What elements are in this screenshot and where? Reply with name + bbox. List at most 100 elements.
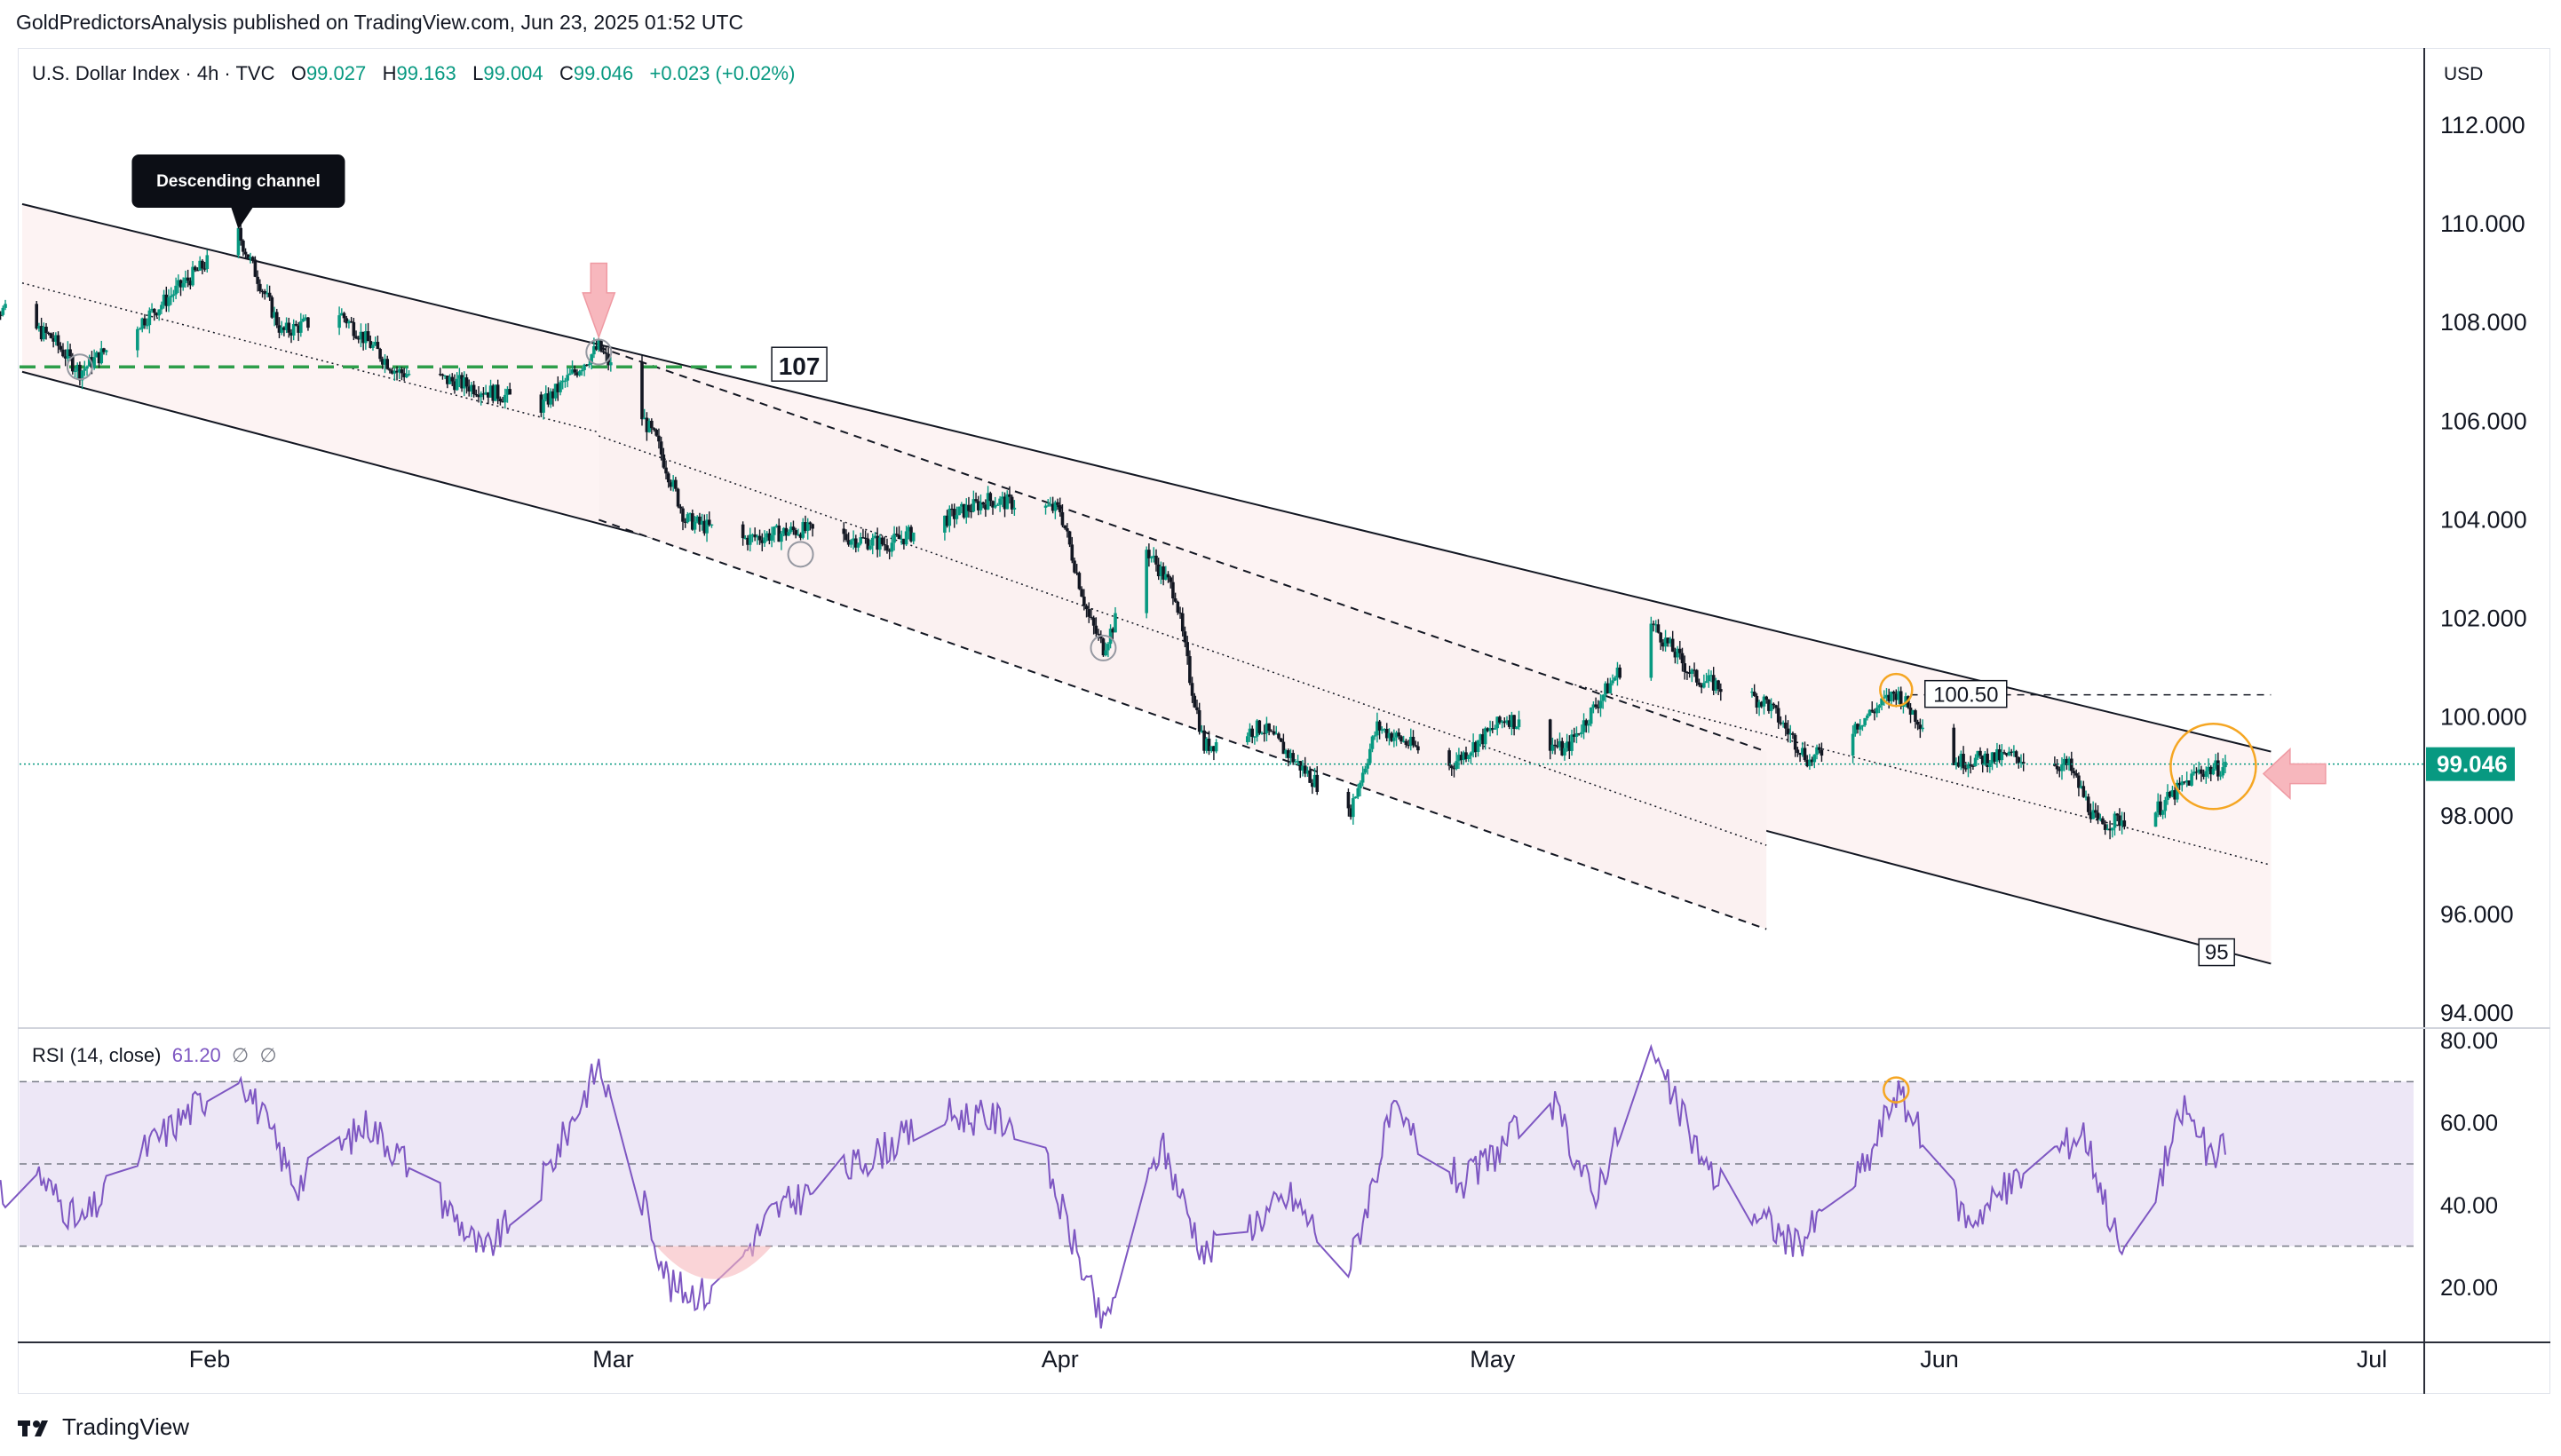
candle-body xyxy=(955,515,959,519)
price-tick-label: 94.000 xyxy=(2440,1000,2514,1026)
candle-body xyxy=(2177,782,2182,786)
candle-body xyxy=(1764,696,1768,700)
candle-body xyxy=(2161,811,2165,815)
candle-body xyxy=(1810,759,1814,763)
symbol-legend[interactable]: U.S. Dollar Index · 4h · TVC O99.027 H99… xyxy=(32,62,795,85)
candle-body xyxy=(1963,768,1968,770)
candle-body xyxy=(340,313,344,316)
candle-body xyxy=(66,349,70,359)
candle-body xyxy=(1384,728,1389,739)
candle-body xyxy=(1507,720,1511,727)
candle-body xyxy=(1279,738,1283,742)
candle-body xyxy=(1286,749,1290,758)
candle-body xyxy=(1392,737,1396,741)
candle-body xyxy=(1008,494,1011,497)
candle-body xyxy=(1591,704,1596,708)
candle-body xyxy=(974,499,978,502)
annotation-markers[interactable]: Descending channel 107 100.50 95 xyxy=(66,154,2327,1104)
candle-body xyxy=(147,310,152,326)
candle-body xyxy=(284,322,289,330)
candle-body xyxy=(1366,763,1369,769)
time-axis[interactable]: Feb Mar Apr May Jun Jul xyxy=(189,1346,2388,1373)
currency-label[interactable]: USD xyxy=(2444,64,2484,84)
candle-body xyxy=(1587,724,1590,726)
candle-body xyxy=(2201,773,2206,777)
price-tick-label: 96.000 xyxy=(2440,901,2514,928)
candle-body xyxy=(746,537,749,545)
candle-body xyxy=(1471,741,1475,753)
candle-body xyxy=(1556,746,1559,748)
candle-body xyxy=(1759,701,1764,707)
price-tick-label: 98.000 xyxy=(2440,803,2514,829)
candle-body xyxy=(388,368,392,371)
candle-body xyxy=(1397,732,1401,737)
candle-body xyxy=(642,417,646,420)
candle-body xyxy=(1962,754,1965,769)
candle-body xyxy=(282,327,286,330)
candle-body xyxy=(1762,696,1766,707)
candle-body xyxy=(347,320,351,324)
candle-body xyxy=(1284,749,1288,755)
candle-body xyxy=(590,354,593,364)
candle-body xyxy=(1653,624,1658,626)
candle-body xyxy=(1255,720,1259,737)
candle-body xyxy=(1666,637,1670,644)
price-axis[interactable]: 112.000 110.000 108.000 106.000 104.000 102.0… xyxy=(2440,112,2527,1026)
candle-body xyxy=(1558,740,1562,748)
candle-body xyxy=(1755,695,1759,708)
price-tick-label: 102.000 xyxy=(2440,605,2527,632)
candle-body xyxy=(1915,722,1920,725)
footer-brand[interactable]: TradingView xyxy=(18,1413,189,1441)
candle-body xyxy=(397,368,401,373)
candle-body xyxy=(1080,589,1083,597)
rsi-axis[interactable]: 80.00 60.00 40.00 20.00 xyxy=(2440,1027,2498,1301)
rsi-legend[interactable]: RSI (14, close) 61.20 ∅ ∅ xyxy=(32,1044,277,1067)
candle-body xyxy=(181,282,186,288)
candle-body xyxy=(1012,507,1017,510)
candle-body xyxy=(2200,769,2203,774)
candle-body xyxy=(2166,791,2169,801)
candle-body xyxy=(1049,503,1052,506)
candle-body xyxy=(407,374,411,376)
candle-body xyxy=(1253,736,1257,738)
candle-body xyxy=(945,515,949,526)
candle-body xyxy=(1574,732,1579,737)
candle-body xyxy=(243,251,248,255)
candle-body xyxy=(584,364,589,366)
candle-body xyxy=(2221,767,2225,776)
candle-body xyxy=(39,326,44,340)
candle-body xyxy=(1154,555,1158,565)
candle-body xyxy=(266,292,269,295)
time-tick-label: Mar xyxy=(592,1346,634,1373)
candle-body xyxy=(1058,504,1062,512)
candle-body xyxy=(2072,771,2076,773)
candle-body xyxy=(702,520,707,534)
candle-body xyxy=(1718,689,1723,692)
candle-body xyxy=(705,519,709,534)
candle-body xyxy=(551,391,555,399)
candle-body xyxy=(1897,691,1900,700)
grid xyxy=(18,48,2550,1394)
candle-body xyxy=(164,294,169,306)
candle-body xyxy=(1988,763,1992,768)
candle-body xyxy=(484,392,488,395)
candle-body xyxy=(2204,771,2208,777)
candle-body xyxy=(342,313,346,319)
candle-body xyxy=(853,538,858,548)
candle-body xyxy=(1860,724,1865,727)
rsi-tick-label: 20.00 xyxy=(2440,1274,2498,1301)
candle-body xyxy=(1582,720,1586,732)
candle-body xyxy=(1296,761,1300,763)
candle-body xyxy=(304,317,308,319)
inner-channel-lower xyxy=(598,518,1767,930)
candle-body xyxy=(2096,812,2100,820)
candle-body xyxy=(1248,728,1252,737)
candle-body xyxy=(1711,675,1716,691)
candle-body xyxy=(1010,496,1014,510)
chart-frame[interactable] xyxy=(18,48,2550,1394)
candle-body xyxy=(1246,736,1249,743)
candle-body xyxy=(1589,708,1593,724)
candle-body xyxy=(553,384,558,399)
candle-body xyxy=(1983,753,1987,765)
